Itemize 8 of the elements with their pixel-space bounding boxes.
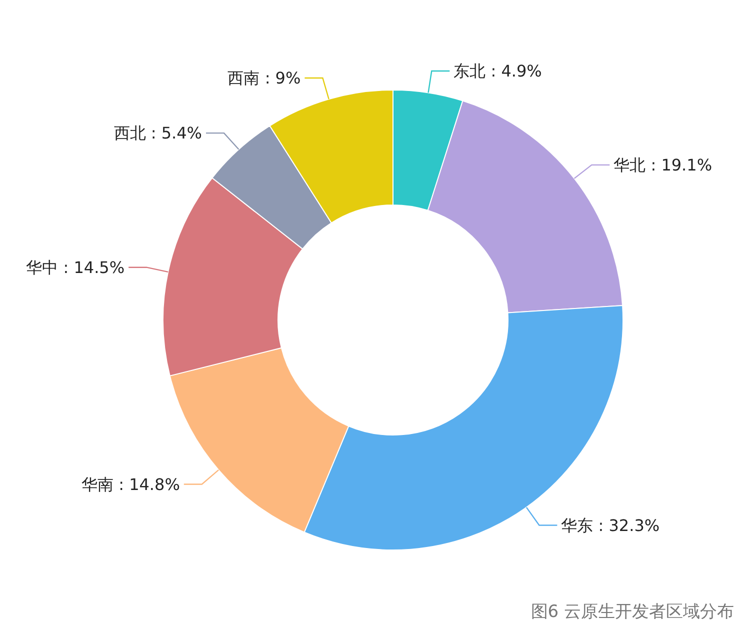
slice-label: 华中 : 14.5%	[26, 258, 125, 277]
slice-label: 西北 : 5.4%	[114, 124, 202, 143]
slice-label: 华东 : 32.3%	[561, 516, 660, 535]
slice-label: 西南 : 9%	[228, 68, 301, 88]
caption: 图6 云原生开发者区域分布	[530, 602, 734, 622]
slice-label: 华南 : 14.8%	[82, 474, 180, 494]
slice-label: 东北 : 4.9%	[454, 62, 542, 81]
slice-label: 华北 : 19.1%	[614, 156, 712, 175]
